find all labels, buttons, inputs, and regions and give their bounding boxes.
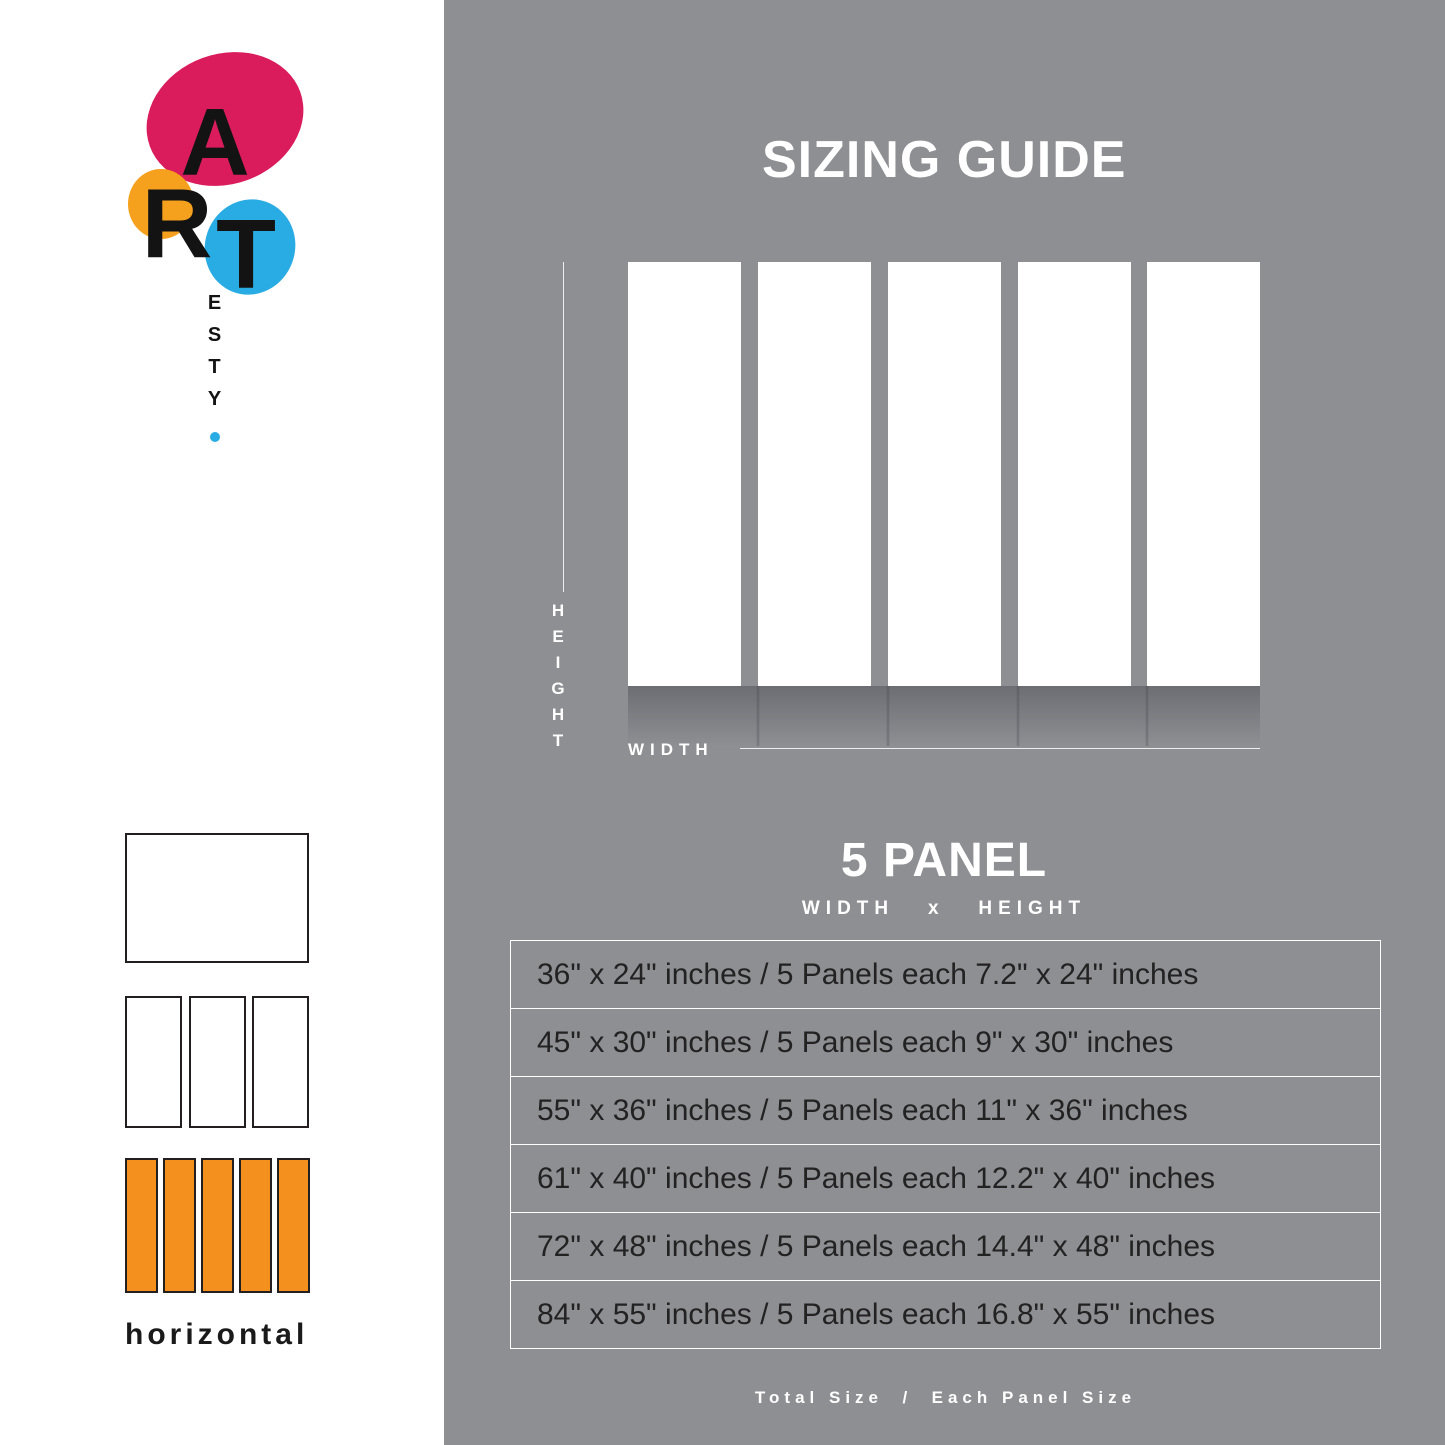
svg-text:Y: Y — [208, 388, 222, 410]
svg-text:T: T — [216, 199, 276, 309]
svg-text:E: E — [208, 292, 222, 314]
svg-text:T: T — [208, 356, 221, 378]
svg-text:S: S — [208, 324, 222, 346]
svg-text:R: R — [142, 168, 213, 278]
